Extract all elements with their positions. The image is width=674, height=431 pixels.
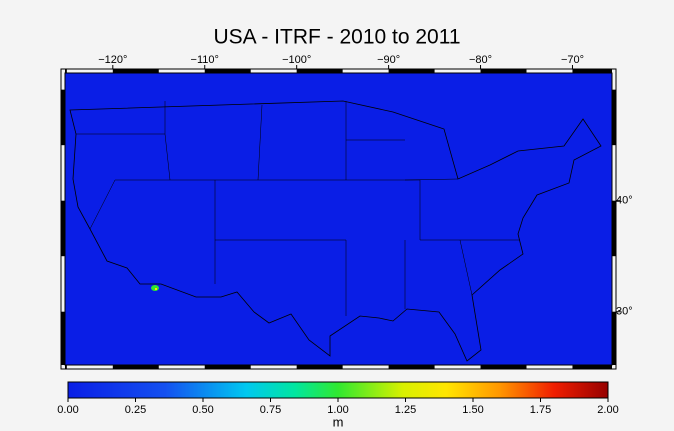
colorbar (67, 381, 609, 399)
lat-tick-label: 40° (616, 195, 633, 207)
map-area (65, 73, 612, 365)
lat-tick-label: 30° (616, 306, 633, 318)
frame-band (204, 69, 251, 73)
frame-band (65, 69, 67, 73)
frame-band (612, 311, 616, 365)
lon-tick-label: −80° (469, 54, 492, 66)
colorbar-tick-label: 0.50 (192, 404, 213, 416)
lon-tick-label: −110° (191, 54, 219, 66)
frame-band (296, 365, 343, 369)
frame-band (572, 69, 612, 73)
frame-band (61, 311, 65, 365)
colorbar-tick-label: 1.50 (462, 404, 483, 416)
frame-band (65, 365, 67, 369)
colorbar-tick-label: 1.00 (327, 404, 348, 416)
colorbar-tick-label: 0.00 (57, 404, 78, 416)
frame-band (612, 89, 616, 146)
colorbar-tick-label: 0.75 (260, 404, 281, 416)
frame-band (388, 365, 435, 369)
frame-band (296, 69, 343, 73)
frame-outer (60, 68, 617, 370)
colorbar-tick-label: 1.75 (530, 404, 551, 416)
colorbar-label: m (333, 414, 344, 429)
frame-band (61, 200, 65, 257)
map-title: USA - ITRF - 2010 to 2011 (213, 26, 460, 49)
frame-band (612, 200, 616, 257)
frame-band (61, 89, 65, 146)
frame-band (572, 365, 612, 369)
frame-band (204, 365, 251, 369)
state-borders (76, 101, 520, 316)
lon-tick-label: −70° (561, 54, 584, 66)
lon-tick-label: −90° (377, 54, 400, 66)
frame-band (480, 365, 527, 369)
lon-tick-label: −100° (282, 54, 311, 66)
colorbar-tick-label: 0.25 (125, 404, 146, 416)
frame-band (112, 365, 159, 369)
lon-tick-label: −120° (98, 54, 127, 66)
hotspot-core (155, 288, 157, 290)
us-outline (69, 100, 602, 362)
frame-band (388, 69, 435, 73)
colorbar-tick-label: 1.25 (395, 404, 416, 416)
frame-band (112, 69, 159, 73)
colorbar-tick-label: 2.00 (597, 404, 618, 416)
frame-band (480, 69, 527, 73)
